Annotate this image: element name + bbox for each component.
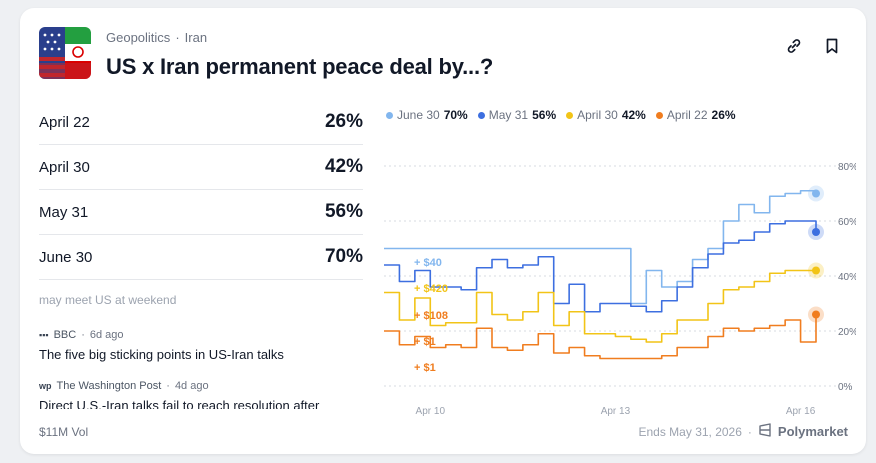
series-line [384, 314, 817, 360]
legend-value: 70% [443, 108, 468, 122]
legend-dot [566, 111, 574, 119]
x-tick-label: Apr 10 [416, 406, 446, 416]
bbc-logo-icon: ▪▪▪ [39, 330, 49, 340]
news-source-name: BBC [53, 329, 77, 341]
outcome-label: April 30 [39, 158, 90, 176]
legend-name: April 22 [666, 108, 708, 122]
legend-item-may-31[interactable]: May 31 56% [477, 108, 557, 122]
legend-dot [477, 111, 485, 119]
breadcrumb: Geopolitics · Iran [106, 30, 207, 45]
breadcrumb-subcategory[interactable]: Iran [184, 30, 208, 45]
news-source-name: The Washington Post [56, 380, 162, 392]
market-card[interactable]: Geopolitics · Iran US x Iran permanent pea… [20, 8, 866, 454]
legend-item-june-30[interactable]: June 30 70% [386, 108, 468, 122]
trade-label: + $1 [414, 362, 436, 374]
news-age: 6d ago [89, 329, 124, 341]
y-tick-label: 0% [838, 382, 853, 393]
outcome-probability: 70% [324, 246, 363, 267]
breadcrumb-category[interactable]: Geopolitics [106, 30, 171, 45]
market-title[interactable]: US x Iran permanent peace deal by...? [106, 54, 494, 79]
y-tick-label: 80% [838, 162, 856, 173]
legend-value: 56% [532, 108, 557, 122]
x-tick-label: Apr 16 [786, 406, 816, 416]
news-source: ▪▪▪ BBC · 6d ago [39, 329, 124, 341]
series-line [384, 269, 816, 343]
outcome-row-april-22[interactable]: April 22 26% [39, 100, 363, 145]
outcome-probability: 26% [324, 111, 363, 132]
outcome-label: April 22 [39, 113, 90, 131]
legend-name: May 31 [488, 108, 529, 122]
news-source: wp The Washington Post · 4d ago [39, 380, 209, 392]
trade-label: + $40 [414, 257, 442, 269]
market-thumbnail[interactable] [39, 27, 91, 79]
outcome-row-april-30[interactable]: April 30 42% [39, 145, 363, 190]
outcome-probability: 56% [324, 201, 363, 222]
outcome-label: June 30 [39, 248, 93, 266]
series-end-point [812, 266, 820, 275]
outcome-list: April 22 26% April 30 42% May 31 56% Jun… [39, 100, 363, 280]
legend-value: 26% [711, 108, 736, 122]
y-tick-label: 40% [838, 272, 856, 283]
outcome-row-june-30[interactable]: June 30 70% [39, 235, 363, 280]
legend-value: 42% [621, 108, 646, 122]
trade-label: + $108 [414, 310, 448, 322]
us-iran-flags-image [39, 27, 91, 79]
y-tick-label: 20% [838, 327, 856, 338]
price-history-chart[interactable]: 80% 60% 40% 20% 0% Apr 10 Apr 13 Apr 16 + $40 + $… [366, 136, 856, 416]
legend-name: June 30 [397, 108, 440, 122]
outcome-row-may-31[interactable]: May 31 56% [39, 190, 363, 235]
news-faded-text: may meet US at weekend [39, 293, 177, 307]
footer-info: Ends May 31, 2026 · Polymarket [638, 423, 848, 440]
brand-name[interactable]: Polymarket [777, 424, 848, 439]
breadcrumb-separator: · [175, 30, 180, 45]
trade-label: + $420 [414, 283, 448, 295]
x-tick-label: Apr 13 [601, 406, 631, 416]
y-tick-label: 60% [838, 217, 856, 228]
trade-label: + $1 [414, 336, 436, 348]
news-headline[interactable]: The five big sticking points in US-Iran … [39, 347, 284, 362]
link-icon[interactable] [784, 36, 804, 56]
bookmark-icon[interactable] [822, 36, 842, 56]
series-end-point [812, 310, 820, 319]
end-date-label: Ends May 31, 2026 [638, 424, 742, 439]
series-line [384, 220, 817, 313]
chart-legend: June 30 70% May 31 56% April 30 42% Apri… [386, 108, 736, 122]
legend-dot [386, 111, 393, 119]
polymarket-logo-icon [758, 423, 772, 440]
legend-dot [655, 111, 663, 119]
volume-label: $11M Vol [39, 425, 89, 439]
news-headline[interactable]: Direct U.S.-Iran talks fail to reach res… [39, 398, 320, 409]
series-end-point [812, 189, 820, 198]
series-line [384, 189, 817, 305]
news-age: 4d ago [174, 380, 209, 392]
series-end-point [812, 228, 820, 236]
news-feed: may meet US at weekend ▪▪▪ BBC · 6d ago … [39, 291, 363, 409]
washington-post-logo-icon: wp [39, 381, 52, 391]
legend-name: April 30 [577, 108, 618, 122]
legend-item-april-30[interactable]: April 30 42% [566, 108, 646, 122]
outcome-probability: 42% [324, 156, 363, 177]
outcome-label: May 31 [39, 203, 89, 221]
legend-item-april-22[interactable]: April 22 26% [655, 108, 736, 122]
